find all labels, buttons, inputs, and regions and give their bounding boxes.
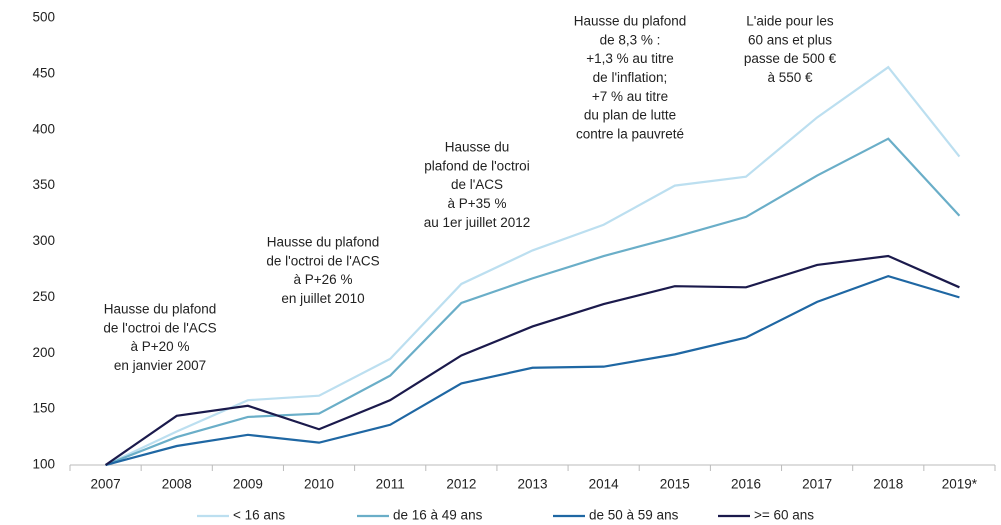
y-tick-label: 350 — [32, 177, 55, 192]
x-tick-label: 2010 — [304, 477, 334, 492]
x-tick-label: 2019* — [942, 477, 978, 492]
annotation: à P+26 % — [294, 272, 353, 287]
x-tick-label: 2008 — [162, 477, 192, 492]
annotation: plafond de l'octroi — [424, 158, 529, 173]
series-line — [105, 65, 961, 466]
annotation: Hausse du plafond — [267, 235, 380, 250]
annotation: en juillet 2010 — [281, 291, 364, 306]
annotation: L'aide pour les — [746, 14, 834, 29]
annotation: passe de 500 € — [744, 51, 837, 66]
annotation: contre la pauvreté — [576, 126, 684, 141]
annotation: Hausse du plafond — [104, 302, 217, 317]
x-tick-label: 2018 — [873, 477, 903, 492]
x-tick-label: 2007 — [91, 477, 121, 492]
legend-label: < 16 ans — [233, 508, 285, 523]
annotation: à P+20 % — [131, 339, 190, 354]
series-line — [104, 254, 960, 466]
y-tick-label: 250 — [32, 289, 55, 304]
annotation: au 1er juillet 2012 — [424, 215, 531, 230]
legend-label: de 50 à 59 ans — [589, 508, 679, 523]
series-line — [105, 137, 961, 467]
x-tick-label: 2012 — [446, 477, 476, 492]
y-tick-label: 200 — [32, 345, 55, 360]
y-tick-label: 500 — [32, 10, 55, 25]
x-tick-label: 2014 — [589, 477, 620, 492]
y-tick-label: 150 — [32, 401, 55, 416]
annotation: de l'octroi de l'ACS — [266, 253, 379, 268]
x-tick-label: 2015 — [660, 477, 690, 492]
annotation: 60 ans et plus — [748, 32, 832, 47]
y-tick-label: 100 — [32, 457, 55, 472]
annotation: +1,3 % au titre — [586, 51, 673, 66]
x-tick-label: 2016 — [731, 477, 761, 492]
x-tick-label: 2011 — [376, 477, 405, 492]
annotation: du plan de lutte — [584, 108, 676, 123]
annotation: en janvier 2007 — [114, 358, 206, 373]
annotation: de 8,3 % : — [600, 32, 661, 47]
legend-label: >= 60 ans — [754, 508, 814, 523]
annotation: Hausse du plafond — [574, 14, 687, 29]
y-tick-label: 400 — [32, 121, 55, 136]
annotation: à 550 € — [767, 70, 813, 85]
series-line — [105, 274, 960, 467]
x-tick-label: 2017 — [802, 477, 832, 492]
legend-label: de 16 à 49 ans — [393, 508, 483, 523]
annotation: +7 % au titre — [592, 89, 668, 104]
annotation: Hausse du — [445, 140, 510, 155]
x-tick-label: 2013 — [517, 477, 547, 492]
annotation: à P+35 % — [448, 196, 507, 211]
annotation: de l'octroi de l'ACS — [103, 320, 216, 335]
annotation: de l'inflation; — [593, 70, 668, 85]
x-tick-label: 2009 — [233, 477, 263, 492]
y-tick-label: 300 — [32, 233, 55, 248]
y-tick-label: 450 — [32, 65, 55, 80]
annotation: de l'ACS — [451, 177, 503, 192]
